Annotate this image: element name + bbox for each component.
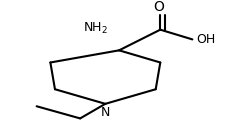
Text: O: O xyxy=(154,1,165,14)
Text: OH: OH xyxy=(196,33,215,46)
Text: NH$_2$: NH$_2$ xyxy=(82,21,108,36)
Text: N: N xyxy=(101,106,110,119)
